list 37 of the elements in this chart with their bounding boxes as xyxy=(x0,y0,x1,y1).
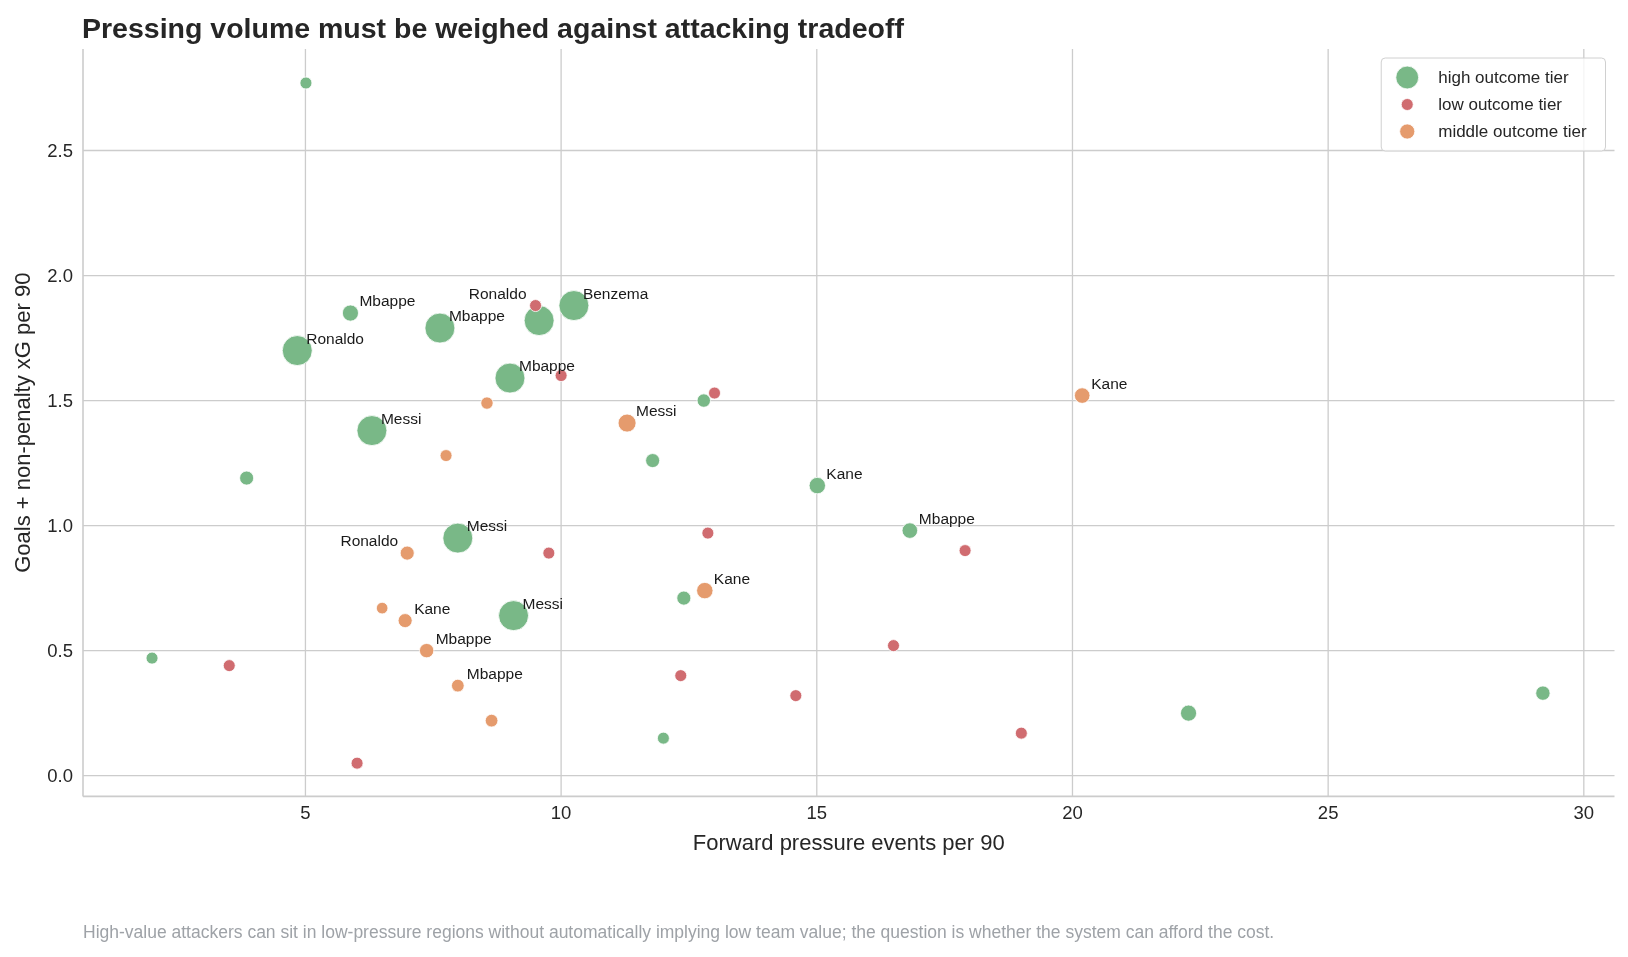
x-tick-label: 10 xyxy=(550,802,572,824)
annotation: Messi xyxy=(636,402,677,420)
chart-title: Pressing volume must be weighed against attacking tradeoff xyxy=(82,12,905,44)
annotation: Messi xyxy=(466,517,508,535)
y-tick-label: 1.0 xyxy=(47,515,73,537)
legend-label: middle outcome tier xyxy=(1438,122,1587,142)
annotation: Mbappe xyxy=(518,357,575,375)
annotation: Mbappe xyxy=(359,292,416,310)
x-tick-label: 30 xyxy=(1573,802,1595,824)
annotation: Messi xyxy=(380,409,422,427)
y-tick-label: 2.0 xyxy=(47,265,73,287)
y-axis-title: Goals + non-penalty xG per 90 xyxy=(10,272,35,573)
x-tick-label: 5 xyxy=(300,802,311,824)
y-tick-label: 0.0 xyxy=(47,765,73,787)
legend-label: high outcome tier xyxy=(1438,68,1569,88)
annotation: Ronaldo xyxy=(340,532,399,550)
legend-label: low outcome tier xyxy=(1438,95,1563,115)
annotation: Kane xyxy=(1091,374,1128,392)
x-tick-label: 15 xyxy=(806,802,828,824)
annotation: Mbappe xyxy=(466,664,523,682)
annotation: Mbappe xyxy=(918,509,975,527)
annotation: Ronaldo xyxy=(468,284,527,302)
annotation: Messi xyxy=(522,594,564,612)
annotation: Kane xyxy=(713,569,751,587)
y-tick-label: 0.5 xyxy=(47,640,73,662)
annotation: Mbappe xyxy=(435,629,492,647)
annotation: Mbappe xyxy=(448,307,505,325)
annotation: Kane xyxy=(414,599,451,617)
x-tick-label: 25 xyxy=(1317,802,1339,824)
y-tick-label: 1.5 xyxy=(47,390,73,412)
text: High-value attackers can sit in low-pressure regions without automatically implying low team value; the question is whether the system can afford the cost. xyxy=(83,922,1275,942)
x-tick-label: 20 xyxy=(1062,802,1083,824)
y-tick-label: 2.5 xyxy=(47,140,73,162)
annotation: Ronaldo xyxy=(306,329,365,347)
x-axis-title: Forward pressure events per 90 xyxy=(692,830,1005,855)
annotation: Kane xyxy=(826,464,863,482)
annotation: Benzema xyxy=(582,284,649,302)
